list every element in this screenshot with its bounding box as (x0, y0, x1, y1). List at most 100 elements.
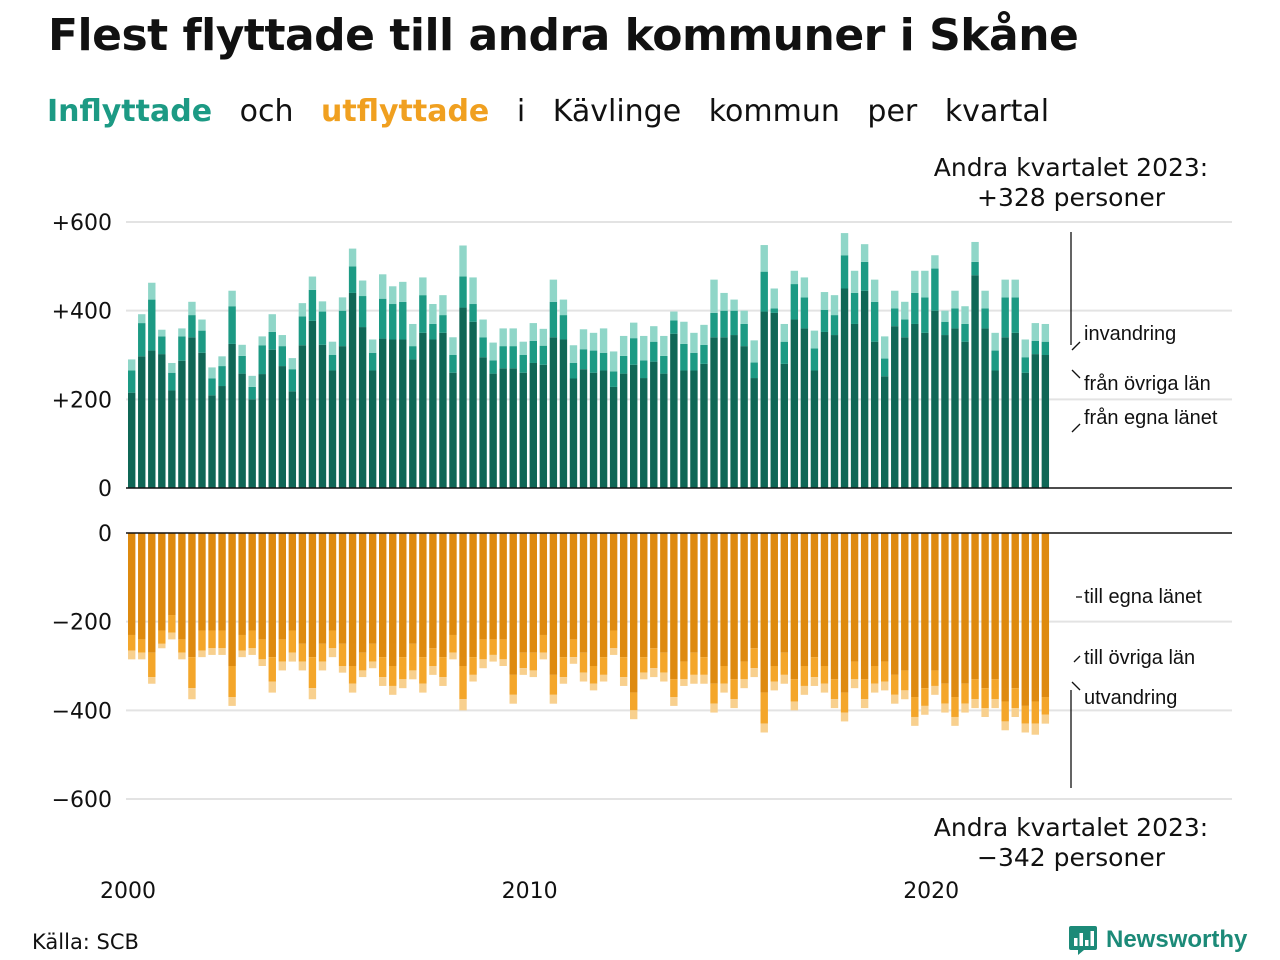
bar-out-egna (168, 533, 176, 616)
bar-in-ovriga (991, 350, 999, 371)
bar-in-egna (901, 337, 909, 488)
bar-out-ovriga (670, 679, 678, 698)
bar-out-ovriga (1031, 701, 1039, 724)
bar-out-egna (770, 533, 778, 666)
bar-out-egna (208, 533, 216, 631)
bar-in-egna (780, 363, 788, 488)
bar-out-ovriga (690, 652, 698, 675)
bar-out-utvandring (710, 703, 718, 713)
bar-in-ovriga (298, 316, 307, 346)
bar-in-egna (569, 378, 578, 488)
bar-out-ovriga (469, 657, 477, 675)
bar-in-ovriga (348, 266, 357, 293)
bar-in-egna (579, 369, 588, 488)
bar-out-ovriga (228, 666, 236, 698)
bar-in-ovriga (409, 346, 417, 360)
bar-in-ovriga (479, 337, 487, 358)
bar-out-egna (178, 533, 186, 640)
xtick-label: 2010 (502, 879, 558, 900)
bar-in-egna (660, 373, 668, 488)
bar-in-ovriga (318, 311, 327, 345)
bar-out-egna (539, 533, 548, 635)
bar-in-invandring (368, 339, 377, 353)
bar-out-utvandring (208, 648, 216, 655)
bar-out-ovriga (770, 666, 778, 682)
bar-out-egna (459, 533, 467, 666)
bar-out-egna (720, 533, 728, 666)
bar-out-utvandring (901, 690, 909, 700)
bar-out-utvandring (730, 699, 738, 709)
bar-out-utvandring (850, 679, 859, 689)
bar-in-invandring (128, 359, 136, 371)
bar-out-ovriga (318, 643, 327, 662)
bar-out-ovriga (308, 657, 317, 689)
series-label-in: från egna länet (1084, 407, 1218, 429)
bar-in-invandring (660, 335, 668, 356)
bar-out-utvandring (278, 661, 286, 671)
bar-in-egna (529, 362, 537, 488)
bar-out-utvandring (549, 694, 558, 704)
bar-in-ovriga (790, 284, 799, 320)
bar-out-utvandring (619, 677, 628, 686)
bar-in-ovriga (389, 304, 397, 340)
bar-in-ovriga (710, 312, 718, 338)
bar-in-egna (720, 337, 728, 488)
bar-in-invandring (770, 288, 778, 309)
bar-in-invandring (870, 279, 879, 302)
bar-out-utvandring (509, 694, 517, 704)
bar-out-utvandring (891, 694, 899, 704)
bar-out-ovriga (850, 661, 859, 680)
bar-out-egna (901, 533, 909, 671)
bar-in-invandring (1021, 339, 1029, 358)
bar-in-invandring (760, 245, 768, 272)
bar-in-egna (589, 372, 598, 488)
bar-out-utvandring (1011, 708, 1019, 717)
bar-in-egna (479, 357, 487, 488)
bar-in-ovriga (509, 346, 517, 369)
bar-out-ovriga (891, 674, 899, 695)
bar-out-egna (599, 533, 608, 658)
bar-in-invandring (800, 277, 809, 298)
lower-ytick-label: −400 (52, 699, 112, 724)
bar-out-ovriga (198, 630, 206, 651)
bar-in-ovriga (128, 370, 136, 393)
bar-in-ovriga (539, 345, 548, 365)
bar-in-ovriga (750, 362, 758, 379)
bar-in-egna (469, 321, 477, 488)
bar-out-ovriga (148, 652, 156, 678)
bar-in-egna (710, 337, 718, 488)
bar-in-egna (609, 386, 618, 488)
bar-out-ovriga (379, 657, 387, 678)
bar-in-invandring (840, 233, 849, 256)
bar-out-utvandring (1041, 714, 1050, 724)
bar-in-invandring (258, 336, 266, 346)
bar-in-egna (459, 307, 467, 488)
bar-in-ovriga (850, 292, 859, 324)
bar-in-invandring (358, 280, 367, 297)
bar-in-ovriga (810, 348, 819, 371)
bar-in-ovriga (228, 306, 236, 344)
bar-out-egna (449, 533, 457, 635)
bar-out-egna (138, 533, 146, 640)
bar-out-ovriga (840, 692, 849, 713)
brand-logo: Newsworthy (1068, 924, 1247, 956)
bar-out-utvandring (740, 679, 748, 689)
bar-out-egna (1031, 533, 1039, 702)
bar-in-ovriga (690, 352, 698, 371)
subtitle-per: per (867, 94, 918, 129)
bar-out-ovriga (650, 648, 658, 669)
bar-out-egna (680, 533, 688, 662)
series-leader-in (1071, 369, 1081, 379)
bar-in-invandring (850, 270, 859, 293)
bar-out-utvandring (810, 677, 819, 686)
bar-out-egna (348, 533, 357, 666)
grid-layer (126, 221, 1232, 800)
bar-in-egna (499, 368, 507, 488)
bar-out-egna (830, 533, 839, 680)
bar-in-ovriga (670, 320, 678, 334)
bar-in-invandring (489, 342, 497, 361)
bar-in-invandring (599, 328, 608, 353)
bar-in-invandring (720, 292, 728, 311)
bar-out-egna (1021, 533, 1029, 706)
bar-in-egna (961, 341, 969, 488)
